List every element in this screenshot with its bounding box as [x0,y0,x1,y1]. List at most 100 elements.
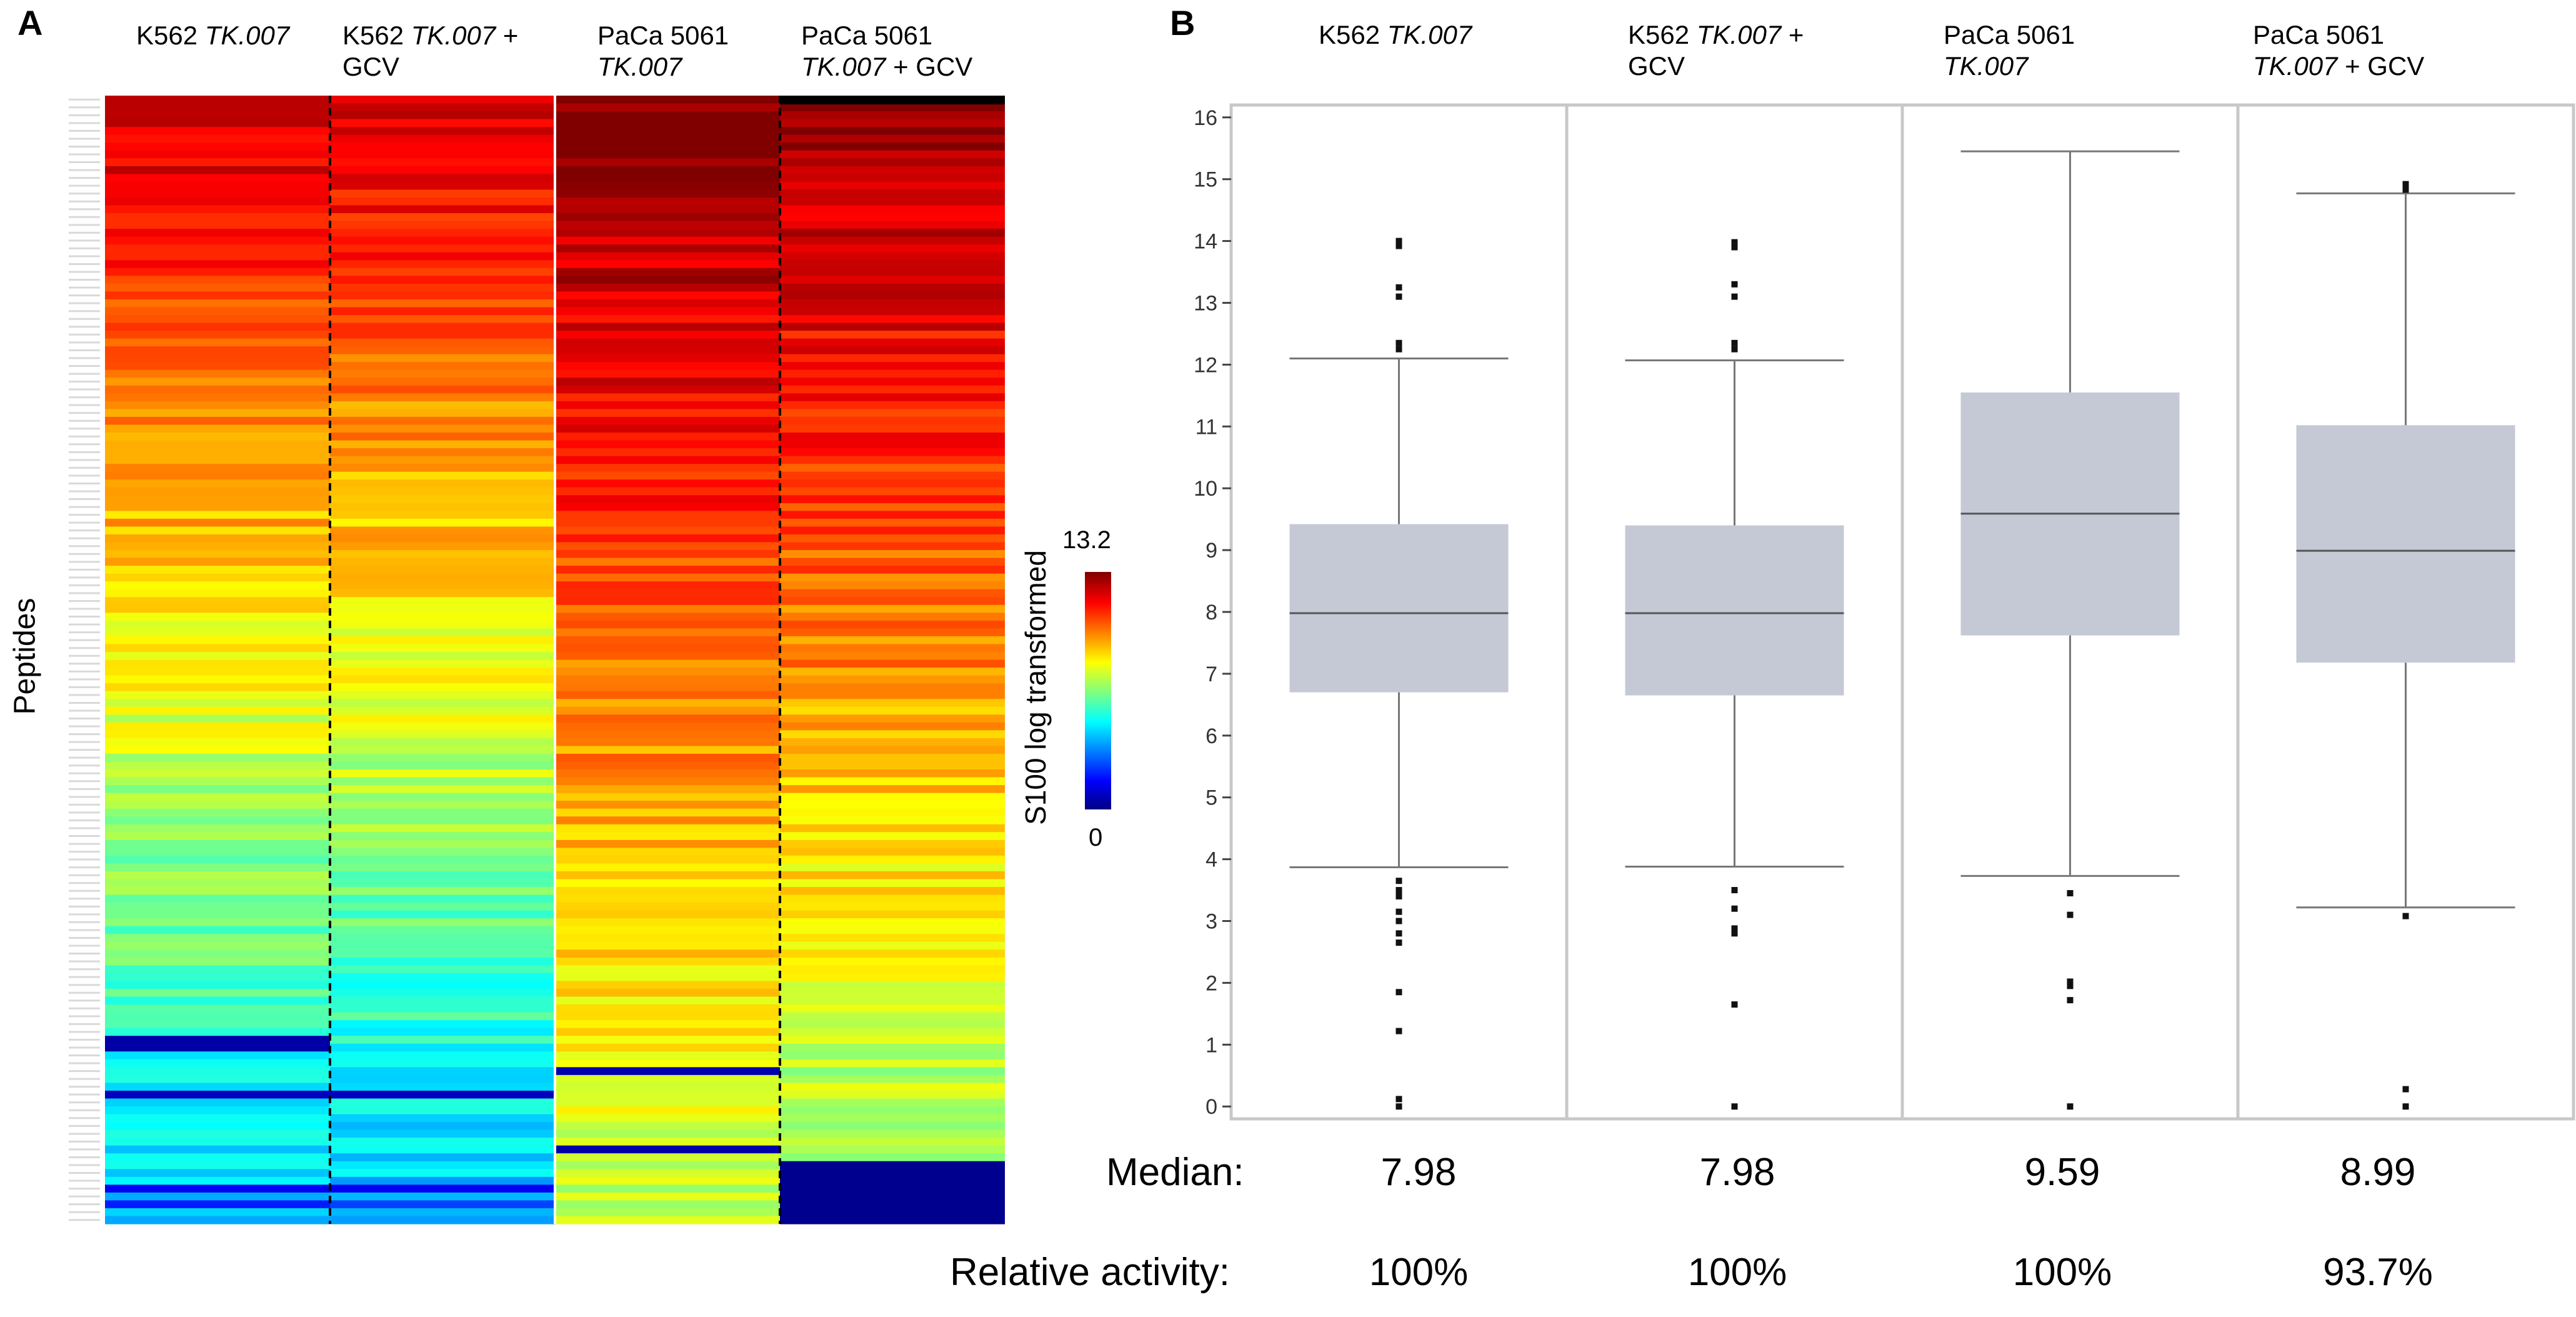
heatmap-cell [330,863,555,872]
heatmap-cell [330,456,555,464]
boxplot-groups [1289,150,2515,1110]
box-header-suffix: + [1781,20,1804,49]
heatmap-cell [780,1051,1005,1060]
heatmap-cell [555,1153,780,1162]
heatmap-cell [780,127,1005,136]
heatmap-cell [330,887,555,896]
heatmap-cell [105,871,330,880]
heatmap-cell [330,96,555,104]
heatmap-cell [555,213,780,222]
heatmap-cell [330,252,555,261]
heatmap-cell [105,1059,330,1068]
heatmap-cell [330,604,555,613]
heatmap-cell [555,1114,780,1123]
col2-suffix: + [496,21,519,50]
heatmap-cell [330,143,555,151]
heatmap-cell [780,1090,1005,1099]
heatmap-cell [780,205,1005,214]
heatmap-cell [780,722,1005,731]
heatmap-cell [105,651,330,661]
heatmap-cell [780,558,1005,566]
heatmap-cell [330,699,555,708]
heatmap-cell [105,236,330,245]
heatmap-cell [555,424,780,433]
heatmap-cell [555,189,780,198]
heatmap-cell [330,644,555,653]
box-header-line2-italic: TK.007 [2253,51,2339,81]
heatmap-cell [330,213,555,222]
heatmap-cell [555,941,780,950]
heatmap-cell [555,283,780,292]
heatmap-cell [780,378,1005,386]
heatmap-cell [555,503,780,511]
heatmap-cell [330,855,555,864]
heatmap-cell [105,1012,330,1021]
heatmap-cell [555,134,780,143]
heatmap-cell [105,464,330,473]
heatmap-cell [555,299,780,308]
heatmap-cell [780,291,1005,300]
heatmap-cell [780,119,1005,128]
heatmap-cell [780,354,1005,363]
heatmap-cell [780,268,1005,276]
heatmap-cell [330,871,555,880]
heatmap-cell [780,189,1005,198]
heatmap-cell [780,362,1005,371]
heatmap-cell [780,518,1005,528]
heatmap-cell [330,378,555,386]
heatmap-cell [780,1122,1005,1131]
heatmap-cell [330,174,555,183]
heatmap-cell [555,150,780,159]
heatmap-cell [330,1208,555,1217]
heatmap-cell [105,150,330,159]
heatmap-cell [105,338,330,347]
heatmap-cell [330,111,555,120]
heatmap-cell [330,581,555,590]
colorbar [1085,572,1111,809]
heatmap-cell [555,338,780,347]
heatmap-cell [555,393,780,402]
heatmap-cell [555,401,780,409]
heatmap-cell [780,487,1005,496]
heatmap-cell [330,957,555,966]
outlier-point [1395,878,1402,884]
box-header-line2-plain: + GCV [2337,51,2424,81]
heatmap-cell [555,323,780,331]
heatmap-cell [105,941,330,950]
colorbar-title: S100 log transformed [1019,550,1052,825]
heatmap-cell [330,511,555,519]
heatmap-cell [780,910,1005,919]
heatmap-cell [105,479,330,488]
heatmap-cell [330,346,555,355]
heatmap-cell [330,722,555,731]
heatmap-cell [330,1090,555,1099]
outlier-point [1731,905,1738,912]
heatmap-cell [105,839,330,848]
heatmap-cell [330,683,555,692]
heatmap-cell [105,604,330,613]
heatmap-cell [555,620,780,629]
heatmap-cell [105,1138,330,1146]
heatmap-cell [330,314,555,324]
heatmap-cell [330,801,555,809]
heatmap-cell [330,354,555,363]
heatmap-cell [330,1059,555,1068]
heatmap-cell [105,934,330,943]
heatmap-cell [105,769,330,778]
heatmap-cell [555,181,780,191]
heatmap-cell [780,824,1005,833]
heatmap-cell [105,855,330,864]
heatmap-cell [330,401,555,409]
heatmap-cell [105,668,330,676]
heatmap-cell [555,730,780,739]
heatmap-cell [105,903,330,911]
heatmap-cell [330,706,555,715]
heatmap-cell [105,378,330,386]
box-header-line1: PaCa 5061 [2253,20,2384,49]
heatmap-cell [555,839,780,848]
heatmap-cell [330,1106,555,1115]
heatmap-cell [780,440,1005,449]
heatmap-cell [330,808,555,817]
heatmap-cell [555,761,780,770]
